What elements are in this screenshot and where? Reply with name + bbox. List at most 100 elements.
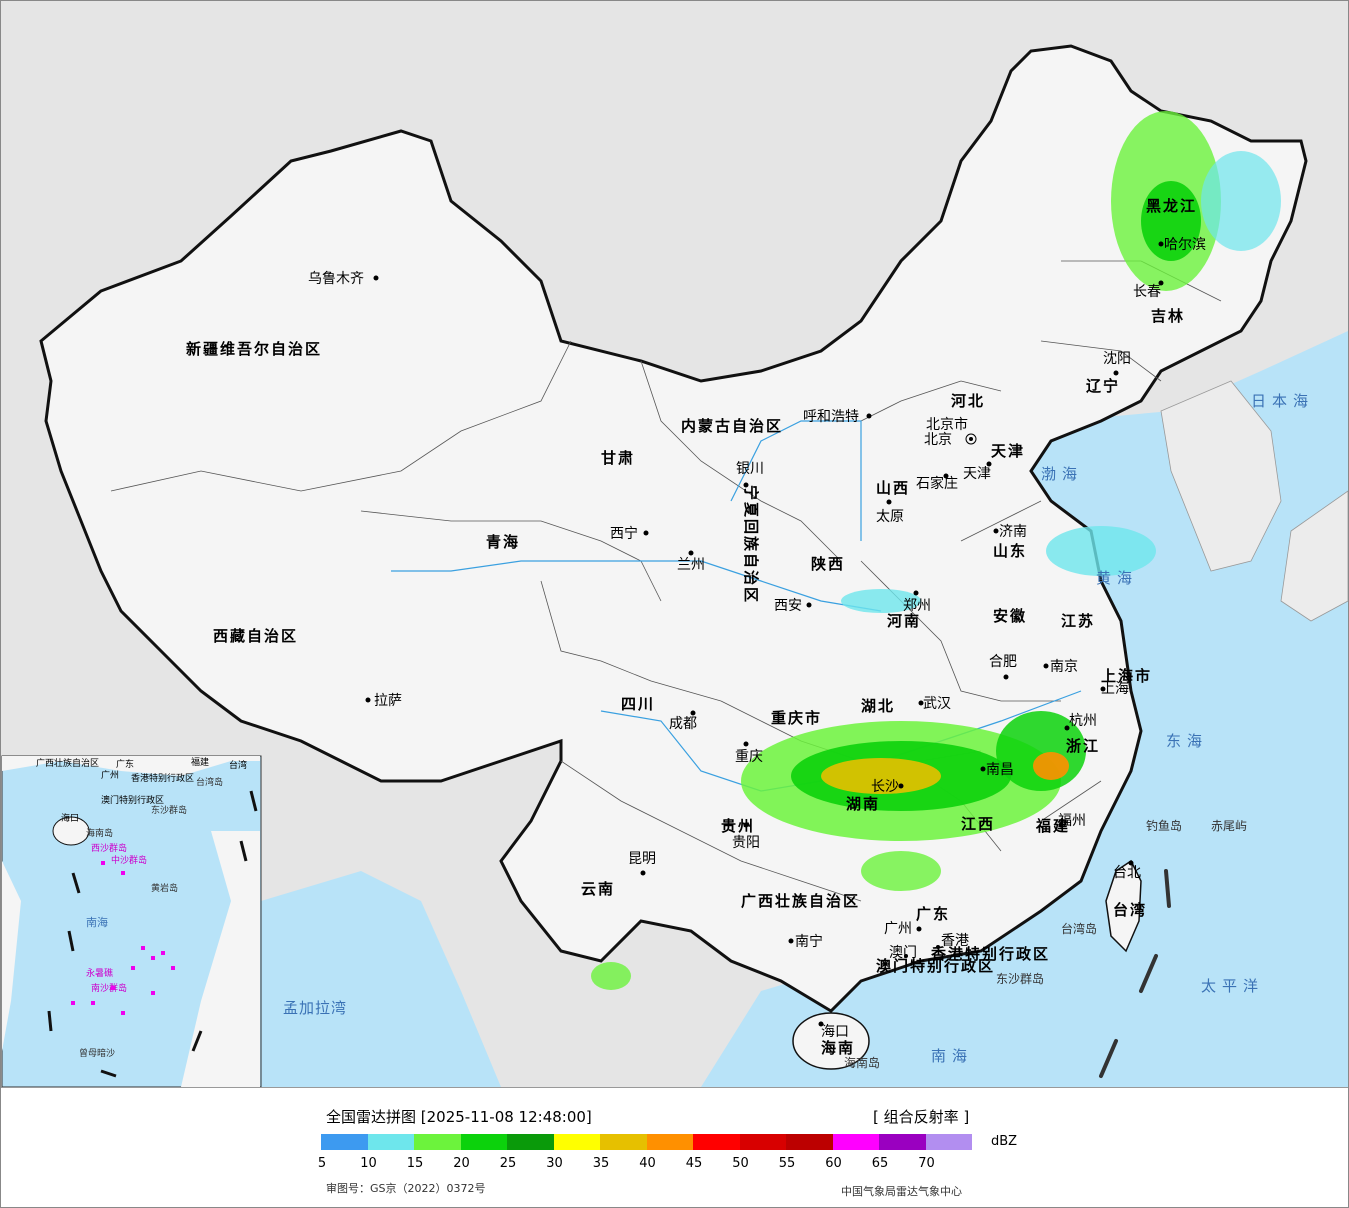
city-yinchuan: 银川	[736, 461, 764, 488]
label-guangxi: 广西壮族自治区	[741, 892, 860, 910]
svg-text:海口: 海口	[61, 812, 79, 824]
label-taiwan-island: 台湾岛	[1061, 921, 1097, 936]
label-fujian: 福建	[1035, 817, 1070, 835]
svg-text:呼和浩特: 呼和浩特	[803, 409, 859, 425]
svg-text:合肥: 合肥	[989, 654, 1017, 670]
label-hainan-island: 海南岛	[844, 1055, 880, 1070]
city-shijiazhuang: 石家庄	[916, 473, 958, 492]
scale-cell	[786, 1134, 833, 1150]
svg-text:哈尔滨: 哈尔滨	[1164, 237, 1206, 253]
svg-text:昆明: 昆明	[628, 851, 656, 867]
label-hk-sar: 香港特别行政区	[931, 945, 1050, 963]
scale-cell	[646, 1134, 693, 1150]
city-kunming: 昆明	[628, 851, 656, 876]
svg-text:南沙群岛: 南沙群岛	[91, 982, 127, 994]
color-scale	[321, 1134, 972, 1150]
inset-text: 广西壮族自治区 广东 福建 台湾 广州 香港特别行政区 澳门特别行政区 台湾岛 …	[36, 756, 247, 1059]
scale-tick-label: 65	[871, 1156, 889, 1171]
scale-tick-label: 40	[639, 1156, 656, 1171]
scale-tick-label: 45	[685, 1156, 703, 1171]
scale-tick-label: 25	[499, 1156, 517, 1171]
city-haikou: 海口	[818, 1021, 849, 1040]
svg-text:兰州: 兰州	[677, 557, 705, 573]
city-nanning: 南宁	[788, 933, 823, 950]
city-changchun: 长春	[1133, 280, 1164, 300]
korea-peninsula	[1160, 380, 1282, 572]
scale-cell	[600, 1134, 647, 1150]
scale-tick-label: 15	[406, 1156, 424, 1171]
label-guangdong: 广东	[916, 905, 950, 923]
label-macau-sar: 澳门特别行政区	[876, 957, 995, 975]
label-xizang: 西藏自治区	[213, 627, 298, 645]
svg-text:乌鲁木齐: 乌鲁木齐	[308, 271, 364, 287]
svg-text:重庆: 重庆	[735, 749, 763, 765]
city-wuhan: 武汉	[918, 696, 951, 712]
city-tianjin: 天津	[963, 461, 992, 482]
label-bohai: 渤海	[1041, 465, 1083, 483]
label-chongqing: 重庆市	[771, 709, 822, 727]
scale-cell	[414, 1134, 461, 1150]
svg-text:石家庄: 石家庄	[916, 475, 958, 492]
label-yunnan: 云南	[581, 880, 615, 898]
svg-text:贵阳: 贵阳	[732, 835, 760, 851]
sea-bay-of-bengal	[261, 871, 501, 1087]
svg-text:广西壮族自治区: 广西壮族自治区	[36, 757, 99, 769]
island-labels: 钓鱼岛 赤尾屿 台湾岛 东沙群岛 海南岛	[844, 818, 1247, 1070]
scale-cell	[553, 1134, 600, 1150]
svg-text:郑州: 郑州	[903, 598, 931, 614]
echo-northeast-core	[1141, 181, 1201, 261]
scale-tick-label: 30	[546, 1156, 563, 1171]
city-lhasa: 拉萨	[365, 693, 402, 709]
city-urumqi: 乌鲁木齐	[308, 271, 379, 287]
scale-tick-label: 60	[825, 1156, 842, 1171]
svg-text:银川: 银川	[736, 461, 764, 477]
city-taipei: 台北	[1113, 860, 1141, 881]
svg-text:永暑礁: 永暑礁	[86, 967, 113, 979]
label-taiwan: 台湾	[1113, 901, 1147, 919]
svg-text:台湾: 台湾	[229, 759, 247, 771]
label-hebei: 河北	[951, 392, 985, 410]
city-nanjing: 南京	[1043, 659, 1078, 675]
label-pacific: 太平洋	[1201, 977, 1264, 995]
scale-cell	[739, 1134, 786, 1150]
label-hunan: 湖南	[846, 795, 880, 813]
sea-east	[701, 331, 1348, 1087]
radar-map: 新疆维吾尔自治区 西藏自治区 青海 甘肃 内蒙古自治区 陕西 山西 河北 山东 …	[1, 1, 1348, 1087]
dash-line	[1099, 869, 1171, 1078]
label-jilin: 吉林	[1151, 307, 1185, 325]
svg-text:中沙群岛: 中沙群岛	[111, 854, 147, 866]
label-dongsha: 东沙群岛	[996, 971, 1044, 986]
scale-cell	[879, 1134, 926, 1150]
credit: 中国气象局雷达气象中心	[841, 1185, 962, 1198]
label-shanxi: 山西	[876, 479, 910, 497]
label-zhejiang: 浙江	[1066, 737, 1100, 755]
label-diaoyu: 钓鱼岛	[1146, 818, 1182, 833]
svg-text:北京: 北京	[924, 432, 952, 448]
svg-text:西沙群岛: 西沙群岛	[91, 842, 127, 854]
svg-text:上海: 上海	[1101, 681, 1129, 697]
label-shanghai: 上海市	[1101, 667, 1152, 685]
city-hongkong: 香港	[936, 933, 969, 949]
product-name: [ 组合反射率 ]	[873, 1108, 970, 1126]
hainan-island	[792, 1012, 870, 1070]
scale-ticks: 5 10 15 20 25 30 35 40 45 50 55 60 65 70	[301, 1156, 961, 1174]
svg-text:广东: 广东	[116, 758, 134, 770]
svg-text:南昌: 南昌	[986, 762, 1014, 778]
scale-cell	[460, 1134, 507, 1150]
city-shenyang: 沈阳	[1103, 351, 1131, 376]
legend-panel: 全国雷达拼图 [2025-11-08 12:48:00] [ 组合反射率 ] d…	[1, 1087, 1348, 1207]
scale-tick-label: 55	[778, 1156, 796, 1171]
city-markers: 乌鲁木齐 拉萨 西宁 兰州 银川 呼和浩特 北京 天津 石家庄 太原 西安 郑州…	[308, 237, 1206, 1040]
city-guiyang: 贵阳	[732, 822, 760, 851]
city-hangzhou: 杭州	[1064, 713, 1097, 731]
svg-text:太原: 太原	[876, 509, 904, 525]
city-jinan: 济南	[993, 524, 1027, 540]
svg-text:南京: 南京	[1050, 659, 1078, 675]
label-henan: 河南	[887, 612, 921, 630]
city-macau: 澳门	[889, 945, 917, 961]
label-jiangsu: 江苏	[1061, 612, 1095, 630]
svg-text:黄岩岛: 黄岩岛	[151, 882, 178, 894]
scale-cell	[507, 1134, 554, 1150]
city-nanchang: 南昌	[980, 762, 1014, 778]
city-hefei: 合肥	[989, 654, 1017, 680]
